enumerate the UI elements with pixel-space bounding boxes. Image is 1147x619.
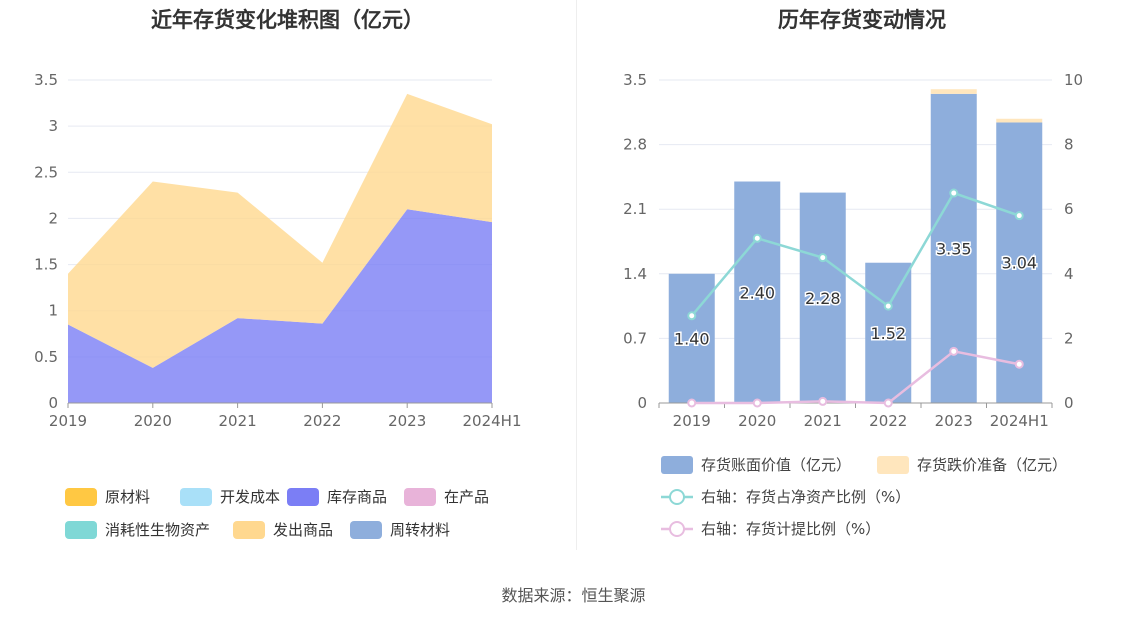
- y-tick-label: 0.5: [34, 348, 58, 366]
- legend-swatch-marker-line_provision: [669, 521, 685, 537]
- point-line_ratio: [883, 301, 893, 311]
- bar-data-label: 3.35: [936, 239, 972, 258]
- point-line_provision: [818, 396, 828, 406]
- legend-swatch-inv: [287, 488, 319, 506]
- y-tick-label: 3.5: [34, 71, 58, 89]
- x-tick-label: 2019: [673, 412, 711, 430]
- legend-swatch-bar_value: [661, 456, 693, 474]
- point-line_provision: [687, 398, 697, 408]
- y-tick-label: 3.5: [623, 71, 647, 89]
- legend-label-bio: 消耗性生物资产: [105, 521, 210, 539]
- legend-label-rot: 周转材料: [390, 521, 450, 539]
- bar-data-label: 1.52: [870, 324, 906, 343]
- y2-tick-label: 6: [1064, 200, 1074, 218]
- y-tick-label: 2: [48, 209, 58, 227]
- legend-label-dev: 开发成本: [220, 488, 280, 506]
- y2-tick-label: 4: [1064, 265, 1074, 283]
- y-tick-label: 0: [48, 394, 58, 412]
- stacked-area-chart-panel: 近年存货变化堆积图（亿元） 0 0.5 1 1.5 2 2.5 3 3.5 2019 2020 20…: [0, 0, 575, 550]
- bar-data-label: 1.40: [674, 329, 710, 348]
- inventory-bar-line-chart: 0 0.7 1.4 2.1 2.8 3.5 0 2 4 6 8 10 2019 2020 2021 2022 2…: [623, 71, 1083, 538]
- x-tick-label: 2022: [303, 412, 341, 430]
- y-tick-label: 0.7: [623, 329, 647, 347]
- x-tick-label: 2021: [804, 412, 842, 430]
- legend-label-line_ratio: 右轴：存货占净资产比例（%）: [701, 488, 910, 506]
- x-tick-label: 2020: [134, 412, 172, 430]
- point-line_provision: [949, 346, 959, 356]
- x-tick-label: 2023: [935, 412, 973, 430]
- point-line_provision: [883, 398, 893, 408]
- point-line_ratio: [752, 233, 762, 243]
- panel-divider: [576, 0, 577, 550]
- legend-swatch-rot: [350, 521, 382, 539]
- point-line_ratio: [687, 311, 697, 321]
- right-chart-title: 历年存货变动情况: [778, 8, 946, 32]
- bar-impairment: [996, 118, 1043, 123]
- bar-impairment: [930, 89, 977, 94]
- area-inv: [68, 209, 492, 403]
- y-tick-label: 3: [48, 117, 58, 135]
- point-line_ratio: [949, 188, 959, 198]
- legend-swatch-bar_impair: [877, 456, 909, 474]
- y-tick-label: 2.5: [34, 163, 58, 181]
- left-chart-title: 近年存货变化堆积图（亿元）: [151, 8, 424, 32]
- legend-swatch-raw: [65, 488, 97, 506]
- bar-book-value: [668, 273, 715, 403]
- bar-book-value: [996, 122, 1043, 404]
- x-tick-label: 2019: [49, 412, 87, 430]
- legend-label-wip: 在产品: [444, 488, 489, 506]
- legend-label-inv: 库存商品: [327, 488, 387, 506]
- y-tick-label: 1.4: [623, 265, 647, 283]
- bar-data-label: 2.28: [805, 289, 841, 308]
- x-tick-label: 2024H1: [463, 412, 522, 430]
- x-tick-label: 2020: [738, 412, 776, 430]
- y2-tick-label: 2: [1064, 329, 1074, 347]
- point-line_ratio: [1014, 211, 1024, 221]
- legend-label-ship: 发出商品: [273, 521, 333, 539]
- legend-label-bar_value: 存货账面价值（亿元）: [701, 456, 851, 474]
- y-tick-label: 2.8: [623, 136, 647, 154]
- point-line_ratio: [818, 253, 828, 263]
- line-line_ratio: [690, 191, 1020, 317]
- point-line_provision: [1014, 359, 1024, 369]
- legend-label-bar_impair: 存货跌价准备（亿元）: [917, 456, 1067, 474]
- legend-swatch-ship: [233, 521, 265, 539]
- inventory-bar-chart-panel: 历年存货变动情况 0 0.7 1.4 2.1 2.8 3.5 0 2 4 6 8 10 2019 2020…: [577, 0, 1147, 550]
- bar-book-value: [865, 262, 912, 403]
- x-tick-label: 2023: [388, 412, 426, 430]
- y-tick-label: 2.1: [623, 200, 647, 218]
- y-tick-label: 0: [637, 394, 647, 412]
- legend-swatch-wip: [404, 488, 436, 506]
- data-source-note: 数据来源：恒生聚源: [501, 586, 646, 605]
- y2-tick-label: 10: [1064, 71, 1083, 89]
- y2-tick-label: 0: [1064, 394, 1074, 412]
- x-tick-label: 2021: [219, 412, 257, 430]
- x-tick-label: 2024H1: [990, 412, 1049, 430]
- line-line_provision: [691, 349, 1020, 405]
- x-tick-label: 2022: [869, 412, 907, 430]
- y-tick-label: 1: [48, 302, 58, 320]
- legend-swatch-dev: [180, 488, 212, 506]
- point-line_provision: [752, 398, 762, 408]
- y2-tick-label: 8: [1064, 136, 1074, 154]
- legend-label-raw: 原材料: [105, 488, 150, 506]
- area-ship: [68, 93, 492, 368]
- legend-label-line_provision: 右轴：存货计提比例（%）: [701, 520, 880, 538]
- bar-book-value: [799, 192, 846, 403]
- stacked-area-chart: 0 0.5 1 1.5 2 2.5 3 3.5 2019 2020 2021 2022 2023 2024…: [34, 71, 522, 539]
- bar-data-label: 3.04: [1001, 254, 1037, 273]
- legend-swatch-marker-line_ratio: [669, 489, 685, 505]
- bar-data-label: 2.40: [739, 283, 775, 302]
- y-tick-label: 1.5: [34, 256, 58, 274]
- bar-book-value: [734, 181, 781, 403]
- legend-swatch-bio: [65, 521, 97, 539]
